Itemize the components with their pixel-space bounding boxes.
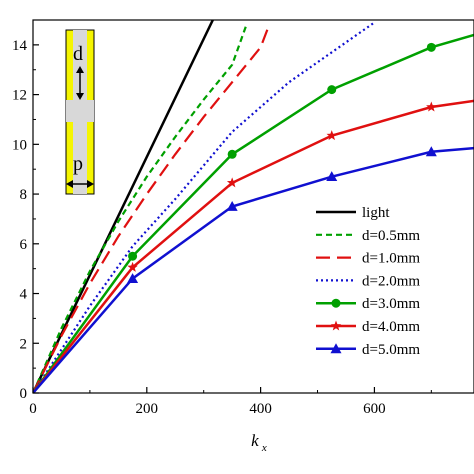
x-tick-label: 0 bbox=[29, 401, 37, 417]
legend-marker bbox=[330, 320, 342, 331]
legend-marker bbox=[330, 343, 342, 354]
data-point-d-5-0mm bbox=[226, 201, 238, 211]
data-point-d-4-0mm bbox=[426, 101, 437, 112]
data-point-d-3-0mm bbox=[426, 42, 436, 52]
unit-cell-inset: d p bbox=[65, 29, 95, 195]
data-point-d-3-0mm bbox=[227, 149, 237, 159]
series-line-d-3-0mm bbox=[33, 33, 474, 393]
data-point-d-3-0mm bbox=[128, 251, 138, 261]
x-tick-label: 600 bbox=[363, 401, 386, 417]
series-d-5-0mm bbox=[33, 146, 474, 393]
legend-label: d=1.0mm bbox=[362, 251, 420, 267]
x-axis-title-subscript: x bbox=[261, 442, 267, 454]
data-point-d-3-0mm bbox=[327, 85, 337, 95]
data-point-d-5-0mm bbox=[127, 273, 139, 284]
y-tick-label: 0 bbox=[20, 386, 28, 402]
legend-label: d=4.0mm bbox=[362, 319, 420, 335]
legend-label: light bbox=[362, 205, 390, 221]
legend-entry-d-4-0mm: d=4.0mm bbox=[316, 319, 420, 335]
series-layer bbox=[33, 20, 474, 393]
series-line-d-4-0mm bbox=[33, 99, 474, 393]
y-tick-label: 2 bbox=[20, 336, 28, 352]
legend-entry-d-5-0mm: d=5.0mm bbox=[316, 342, 420, 358]
legend-label: d=5.0mm bbox=[362, 342, 420, 358]
inset-label-d: d bbox=[73, 43, 83, 65]
series-line-d-1-0mm bbox=[33, 24, 271, 393]
legend-entry-light: light bbox=[316, 205, 390, 221]
series-line-d-2-0mm bbox=[33, 21, 376, 393]
legend-entry-d-1-0mm: d=1.0mm bbox=[316, 251, 420, 267]
x-axis-title: k bbox=[251, 431, 259, 450]
y-tick-label: 8 bbox=[20, 187, 28, 203]
axes-layer: 0 200 400 600 0 2 4 6 8 10 12 14 k x bbox=[12, 19, 474, 454]
legend-marker bbox=[331, 298, 341, 308]
x-tick-label: 400 bbox=[249, 401, 272, 417]
inset-arrow-p bbox=[66, 180, 94, 188]
legend-label: d=3.0mm bbox=[362, 296, 420, 312]
series-d-4-0mm bbox=[33, 99, 474, 393]
y-tick-label: 12 bbox=[12, 88, 27, 104]
y-tick-label: 4 bbox=[20, 287, 28, 303]
series-light bbox=[33, 20, 214, 393]
inset-crossbar bbox=[66, 100, 94, 122]
legend-entry-d-2-0mm: d=2.0mm bbox=[316, 273, 420, 289]
data-point-d-4-0mm bbox=[226, 177, 238, 188]
data-point-d-5-0mm bbox=[326, 171, 338, 182]
data-point-d-4-0mm bbox=[326, 130, 337, 141]
series-line-d-5-0mm bbox=[33, 146, 474, 393]
inset-arrow-d bbox=[76, 66, 84, 100]
y-tick-label: 14 bbox=[12, 38, 28, 54]
series-d-2-0mm bbox=[33, 21, 376, 393]
y-tick-label: 6 bbox=[20, 237, 28, 253]
y-tick-label: 10 bbox=[12, 137, 27, 153]
series-line-d-0-5mm bbox=[33, 24, 248, 393]
legend-label: d=0.5mm bbox=[362, 228, 420, 244]
series-line-light bbox=[33, 20, 214, 393]
data-point-d-5-0mm bbox=[425, 146, 437, 157]
legend-entry-d-0-5mm: d=0.5mm bbox=[316, 228, 420, 244]
inset-label-p: p bbox=[73, 153, 83, 175]
legend-entry-d-3-0mm: d=3.0mm bbox=[316, 296, 420, 312]
series-d-0-5mm bbox=[33, 24, 248, 393]
series-d-3-0mm bbox=[33, 33, 474, 393]
x-tick-label: 200 bbox=[136, 401, 159, 417]
series-d-1-0mm bbox=[33, 24, 271, 393]
legend-label: d=2.0mm bbox=[362, 273, 420, 289]
plot-frame bbox=[32, 19, 474, 394]
legend: light d=0.5mm d=1.0mm d=2.0mm d=3.0mm d=4.0mm… bbox=[316, 205, 420, 358]
data-point-d-4-0mm bbox=[127, 261, 138, 272]
